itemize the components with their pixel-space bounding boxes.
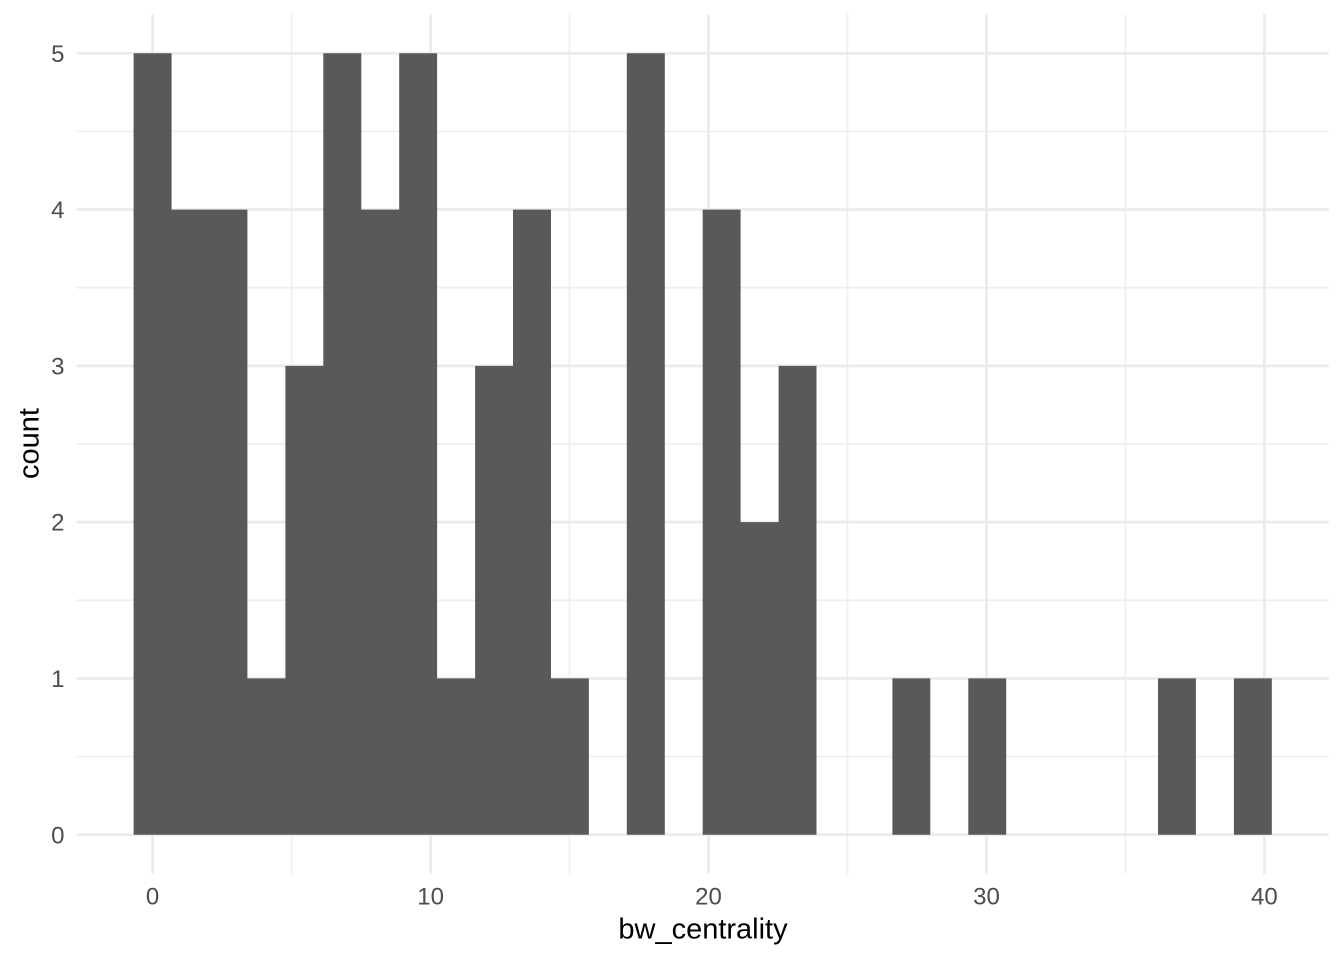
svg-text:20: 20 xyxy=(695,883,722,910)
svg-text:3: 3 xyxy=(51,354,64,381)
svg-text:30: 30 xyxy=(973,883,1000,910)
svg-text:5: 5 xyxy=(51,41,64,68)
svg-text:10: 10 xyxy=(417,883,444,910)
svg-text:count: count xyxy=(14,408,46,479)
svg-text:4: 4 xyxy=(51,197,64,224)
svg-text:2: 2 xyxy=(51,510,64,537)
svg-text:1: 1 xyxy=(51,666,64,693)
svg-text:0: 0 xyxy=(146,883,159,910)
svg-text:0: 0 xyxy=(51,822,64,849)
svg-text:bw_centrality: bw_centrality xyxy=(618,914,788,946)
svg-text:40: 40 xyxy=(1251,883,1278,910)
